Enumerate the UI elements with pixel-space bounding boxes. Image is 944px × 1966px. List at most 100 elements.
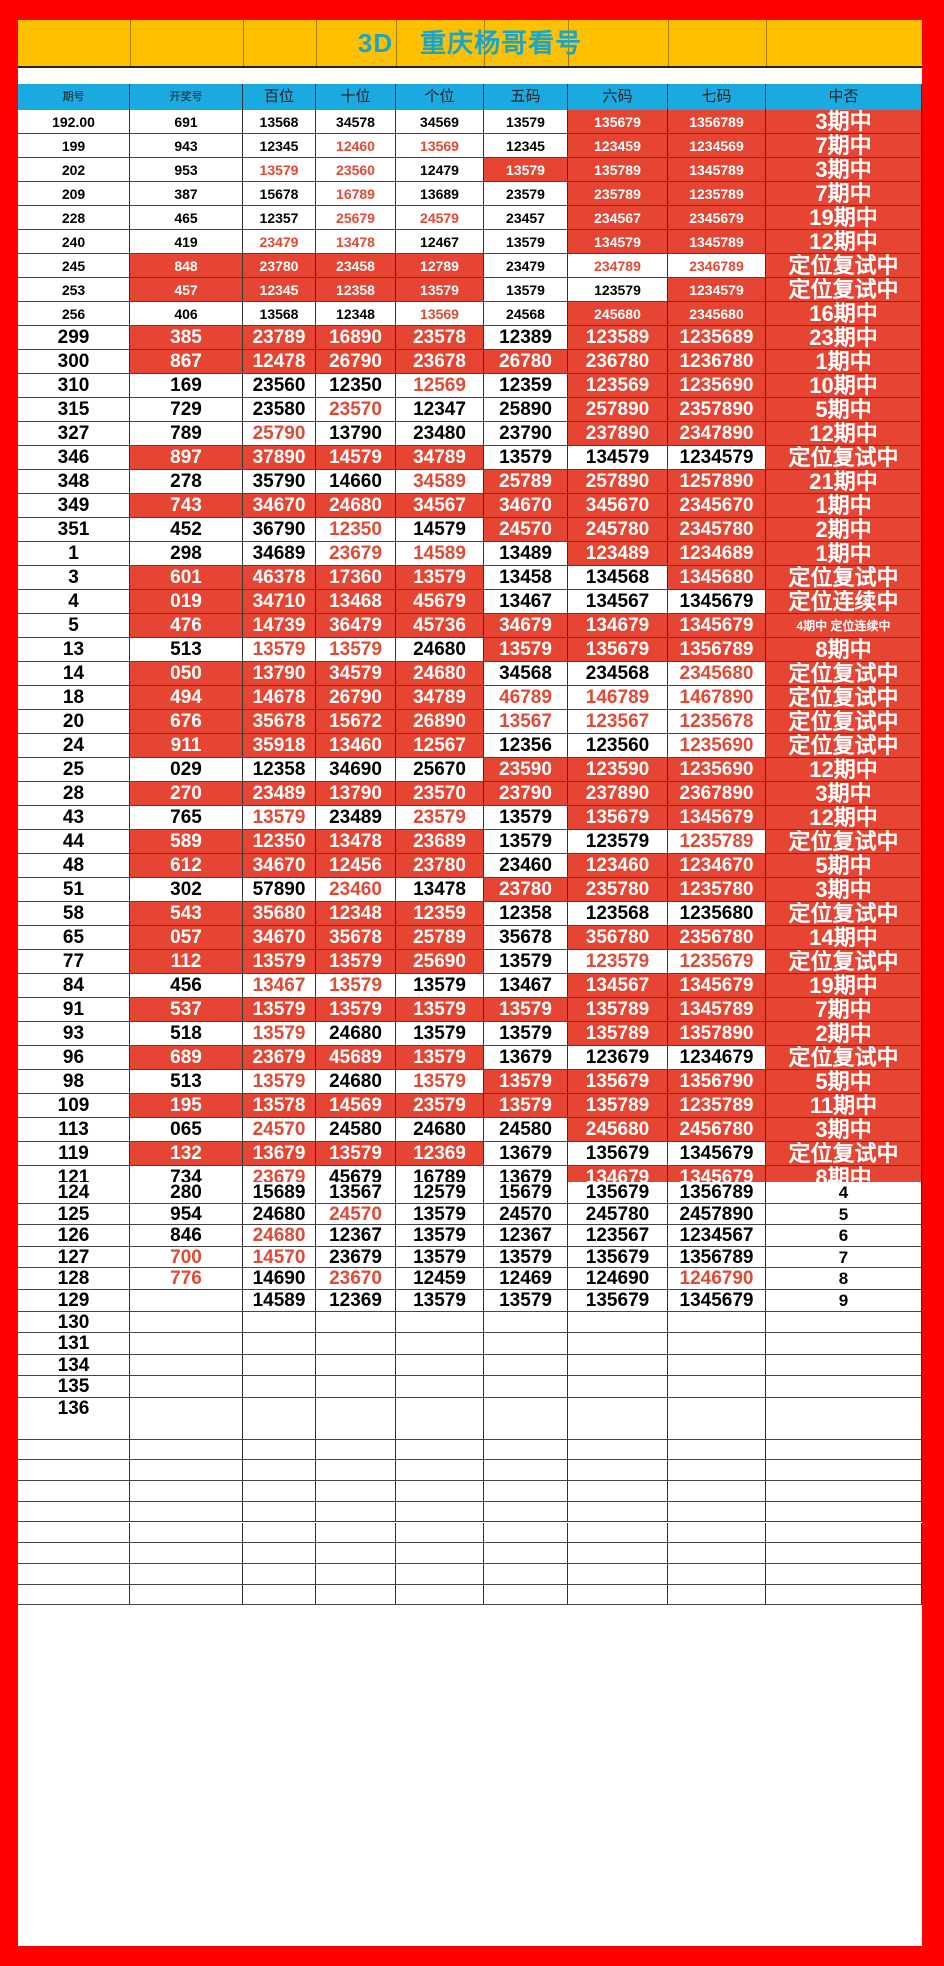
result-cell: 16期中 [766,302,922,325]
issue-cell [18,1439,130,1460]
issue-cell: 135 [18,1376,130,1397]
six-code-cell: 135789 [568,1022,668,1045]
six-code-cell: 123579 [568,830,668,853]
units-cell: 12579 [396,1182,484,1203]
table-row: 20 676 35678 15672 26890 13567 123567 1235678 定位… [18,710,922,734]
table-row: 299 385 23789 16890 23578 12389 123589 1235689 2… [18,326,922,350]
result-cell [766,1376,922,1397]
table-row: 351 452 36790 12350 14579 24570 245780 2345780 2… [18,518,922,542]
five-code-cell: 46789 [484,686,568,709]
hundreds-cell: 13568 [243,110,316,133]
tens-cell: 12358 [316,278,396,301]
result-cell: 定位复试中 [766,950,922,973]
six-code-cell: 135789 [568,158,668,181]
draw-cell: 112 [130,950,243,973]
units-cell: 34589 [396,470,484,493]
six-code-cell: 134579 [568,446,668,469]
result-cell: 5 [766,1203,922,1225]
issue-cell: 349 [18,494,130,517]
hundreds-cell: 57890 [243,878,316,901]
six-code-cell: 123579 [568,278,668,301]
tens-cell: 13478 [316,230,396,253]
draw-cell: 743 [130,494,243,517]
seven-code-cell: 1246790 [668,1268,766,1289]
draw-cell: 387 [130,182,243,205]
result-cell: 11期中 [766,1094,922,1117]
issue-cell: 310 [18,374,130,397]
tens-cell [316,1311,396,1333]
units-cell: 14579 [396,518,484,541]
units-cell [396,1543,484,1563]
result-cell: 定位复试中 [766,446,922,469]
draw-cell: 846 [130,1225,243,1246]
six-code-cell: 124690 [568,1268,668,1289]
tens-cell: 24680 [316,1022,396,1045]
units-cell: 25690 [396,950,484,973]
result-cell: 定位复试中 [766,1142,922,1165]
result-cell: 定位复试中 [766,1046,922,1069]
six-code-cell [568,1333,668,1354]
seven-code-cell: 1235680 [668,902,766,925]
six-code-cell: 135789 [568,1094,668,1117]
result-cell: 2期中 [766,518,922,541]
tens-cell: 13790 [316,782,396,805]
five-code-cell: 13679 [484,1142,568,1165]
table-row [18,1522,922,1544]
table-row: 91 537 13579 13579 13579 13579 135789 1345789 7期… [18,998,922,1022]
tens-cell: 13790 [316,422,396,445]
result-cell: 4期中 定位连续中 [766,614,922,637]
six-code-cell: 123579 [568,950,668,973]
units-cell: 24579 [396,206,484,229]
draw-cell: 589 [130,830,243,853]
result-cell [766,1333,922,1354]
issue-cell: 346 [18,446,130,469]
five-code-cell [484,1584,568,1605]
result-cell: 21期中 [766,470,922,493]
units-cell: 13579 [396,1225,484,1246]
seven-code-cell: 1345679 [668,806,766,829]
units-cell [396,1563,484,1584]
hundreds-cell: 14739 [243,614,316,637]
tens-cell: 12348 [316,902,396,925]
header-six-code: 六码 [568,84,668,110]
units-cell: 12479 [396,158,484,181]
seven-code-cell: 1345679 [668,614,766,637]
six-code-cell: 245680 [568,1118,668,1141]
six-code-cell [568,1501,668,1522]
six-code-cell: 135679 [568,1246,668,1268]
issue-cell: 18 [18,686,130,709]
seven-code-cell: 2367890 [668,782,766,805]
seven-code-cell: 2345679 [668,206,766,229]
five-code-cell: 12389 [484,326,568,349]
draw-cell: 943 [130,134,243,157]
hundreds-cell: 13579 [243,998,316,1021]
issue-cell [18,1419,130,1439]
tens-cell: 35678 [316,926,396,949]
five-code-cell: 34568 [484,662,568,685]
hundreds-cell: 12345 [243,278,316,301]
tens-cell: 13579 [316,974,396,997]
hundreds-cell: 14570 [243,1246,316,1268]
tens-cell: 23460 [316,878,396,901]
table-row: 77 112 13579 13579 25690 13579 123579 1235679 定位… [18,950,922,974]
tens-cell: 24680 [316,494,396,517]
table-row [18,1584,922,1606]
issue-cell: 125 [18,1203,130,1225]
draw-cell: 494 [130,686,243,709]
hundreds-cell: 35680 [243,902,316,925]
five-code-cell: 13679 [484,1046,568,1069]
seven-code-cell: 2457890 [668,1203,766,1225]
seven-code-cell: 1235789 [668,1094,766,1117]
seven-code-cell: 1234670 [668,854,766,877]
draw-cell: 270 [130,782,243,805]
banner-divider [130,20,131,66]
issue-cell: 4 [18,590,130,613]
seven-code-cell: 2345680 [668,662,766,685]
issue-cell: 192.00 [18,110,130,133]
result-cell: 12期中 [766,758,922,781]
result-cell: 14期中 [766,926,922,949]
five-code-cell [484,1354,568,1376]
six-code-cell: 123567 [568,710,668,733]
result-cell: 定位复试中 [766,662,922,685]
result-cell: 2期中 [766,1022,922,1045]
